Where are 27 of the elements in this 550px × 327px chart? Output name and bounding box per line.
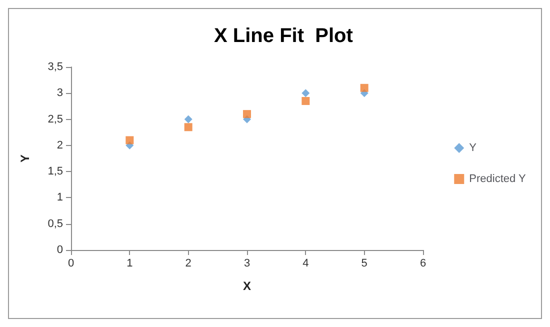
y-tick-label: 1 <box>56 192 63 204</box>
x-tick-label: 1 <box>126 258 133 270</box>
x-tick-label: 3 <box>244 258 250 270</box>
x-tick-label: 4 <box>302 258 309 270</box>
y-tick-label: 0 <box>56 244 63 256</box>
point <box>184 115 192 124</box>
legend-label: Y <box>469 142 478 154</box>
x-tick-label: 2 <box>185 258 192 270</box>
y-tick-label: 2 <box>56 139 63 152</box>
point <box>243 110 251 118</box>
y-tick-label: 3,5 <box>48 61 63 73</box>
point <box>184 123 192 132</box>
x-tick-label: 6 <box>420 258 426 270</box>
x-tick-label: 0 <box>68 258 74 270</box>
x-tick-label: 5 <box>361 258 368 270</box>
legend-label: Predicted Y <box>469 173 526 185</box>
point <box>126 136 134 144</box>
y-tick-label: 0,5 <box>48 218 63 230</box>
point <box>360 84 368 92</box>
y-tick-label: 2,5 <box>48 113 63 126</box>
y-tick-label: 1,5 <box>48 166 63 178</box>
chart-title: X Line Fit Plot <box>214 25 354 47</box>
x-axis-title: X <box>242 279 252 293</box>
y-axis-title: Y <box>18 154 32 163</box>
y-tick-label: 3 <box>56 87 63 100</box>
point <box>302 89 310 98</box>
point <box>302 96 310 105</box>
